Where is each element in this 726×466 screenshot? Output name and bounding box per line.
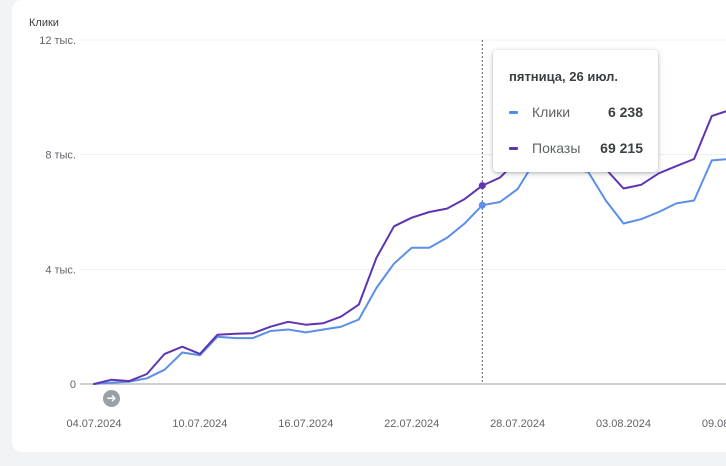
impressions-legend-swatch: [509, 147, 518, 150]
y-tick-label: 0: [70, 379, 76, 391]
x-tick-label: 22.07.2024: [384, 418, 439, 430]
y-tick-label: 12 тыс.: [39, 35, 76, 47]
tooltip-series-name: Клики: [532, 104, 571, 120]
tooltip-date: пятница, 26 июл.: [509, 69, 618, 84]
hover-point-clicks: [478, 201, 486, 209]
tooltip-row-impressions: Показы 69 215: [509, 140, 643, 158]
x-tick-label: 28.07.2024: [490, 418, 545, 430]
y-tick-label: 8 тыс.: [45, 150, 76, 162]
tooltip-series-value: 69 215: [600, 140, 643, 156]
series-line-impressions[interactable]: [93, 110, 726, 385]
arrow-right-icon: ➜: [106, 391, 117, 405]
hover-point-impressions: [478, 182, 486, 190]
x-tick-label: 16.07.2024: [278, 418, 333, 430]
x-tick-label: 10.07.2024: [172, 418, 227, 430]
clicks-legend-swatch: [509, 111, 518, 114]
y-axis-title: Клики: [29, 17, 59, 29]
tooltip-series-name: Показы: [532, 140, 581, 156]
tooltip: пятница, 26 июл. Клики 6 238 Показы 69 2…: [493, 50, 658, 172]
scroll-right-button[interactable]: ➜: [103, 390, 120, 407]
tooltip-series-value: 6 238: [607, 104, 643, 120]
y-tick-label: 4 тыс.: [45, 264, 76, 276]
x-tick-label: 04.07.2024: [66, 418, 121, 430]
x-tick-label: 09.08.2024: [702, 418, 726, 430]
tooltip-row-clicks: Клики 6 238: [509, 104, 643, 122]
x-tick-label: 03.08.2024: [596, 418, 651, 430]
series-line-clicks[interactable]: [93, 150, 726, 385]
